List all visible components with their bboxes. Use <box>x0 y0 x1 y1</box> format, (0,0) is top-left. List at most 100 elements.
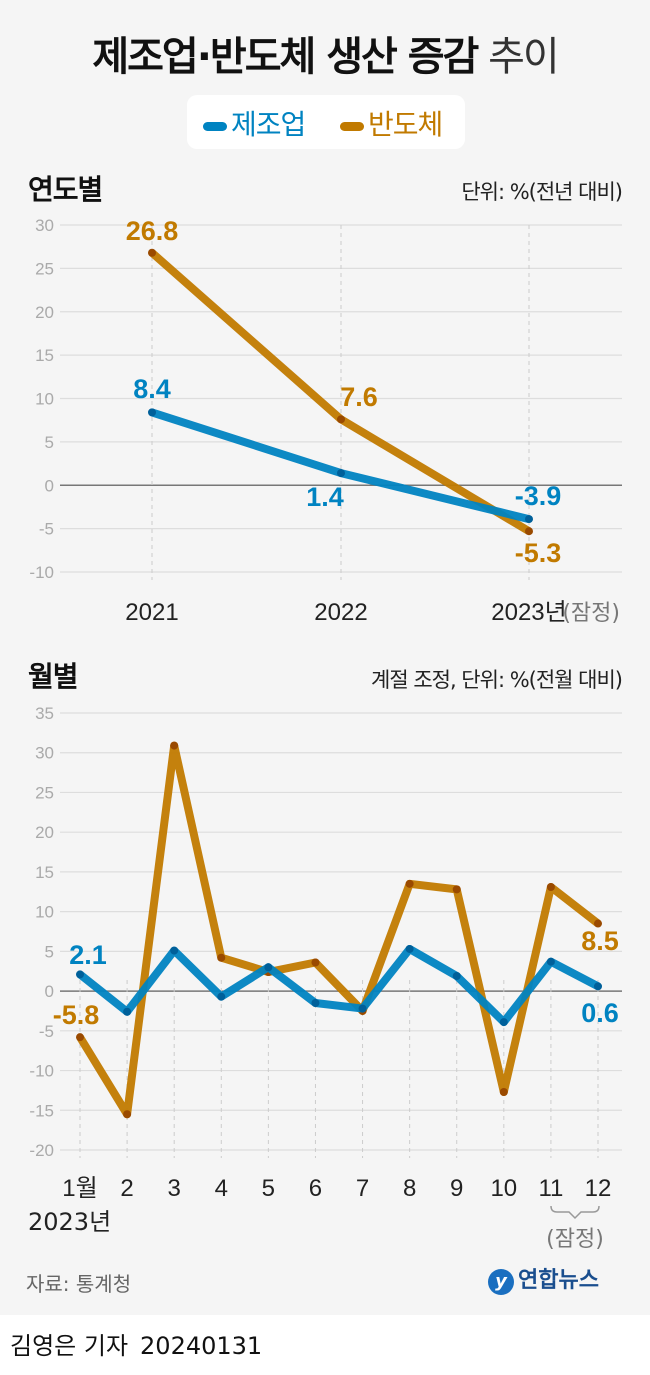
logo-icon: y <box>488 1269 514 1295</box>
x-tick-label: 2022 <box>314 599 367 626</box>
y-tick-label: -10 <box>29 563 54 582</box>
logo: y 연합뉴스 <box>488 1262 599 1295</box>
logo-text: 연합뉴스 <box>518 1268 599 1293</box>
x-tick-label: 2023년 <box>491 599 566 626</box>
y-tick-label: 30 <box>35 216 54 235</box>
data-point <box>499 1087 508 1096</box>
monthly-section-title: 월별 <box>28 660 79 693</box>
title-light: 추이 <box>488 34 560 80</box>
data-point <box>264 963 273 972</box>
x-tick-label: 2021 <box>125 599 178 626</box>
chart-panel <box>0 0 650 1315</box>
data-label: -3.9 <box>515 481 562 511</box>
data-label: 8.5 <box>581 926 619 956</box>
data-point <box>525 515 533 524</box>
data-point <box>170 741 179 750</box>
data-point <box>76 1033 84 1042</box>
y-tick-label: 15 <box>35 863 54 882</box>
y-tick-label: 35 <box>35 704 54 723</box>
data-label: 26.8 <box>126 216 179 246</box>
y-tick-label: 5 <box>45 942 54 961</box>
data-point <box>405 944 414 953</box>
yearly-unit: 단위: %(전년 대비) <box>461 180 623 204</box>
y-tick-label: 30 <box>35 744 54 763</box>
byline: 김영은 기자 20240131 <box>10 1326 262 1361</box>
data-point <box>217 953 226 962</box>
data-point <box>337 415 345 424</box>
data-label: 8.4 <box>133 374 171 404</box>
data-label: 0.6 <box>581 998 619 1028</box>
legend-label: 반도체 <box>368 108 443 141</box>
data-label: 1.4 <box>306 482 344 512</box>
legend-item-semiconductor: 반도체 <box>340 103 443 143</box>
data-point <box>76 970 84 979</box>
data-label: -5.8 <box>53 1000 100 1030</box>
legend: 제조업 반도체 <box>187 95 465 149</box>
x-note: (잠정) <box>562 601 620 626</box>
y-tick-label: -10 <box>29 1062 54 1081</box>
y-tick-label: -5 <box>39 520 54 539</box>
x-note: (잠정) <box>546 1227 604 1252</box>
data-point <box>499 1018 508 1027</box>
data-point <box>148 408 156 417</box>
legend-label: 제조업 <box>231 108 306 141</box>
x-tick-label: 2 <box>120 1175 133 1202</box>
x-tick-label: 3 <box>168 1175 181 1202</box>
x-tick-label: 12 <box>585 1175 612 1202</box>
data-point <box>311 999 320 1008</box>
legend-swatch <box>203 121 227 131</box>
data-label: 2.1 <box>69 940 107 970</box>
source: 자료: 통계청 <box>26 1272 132 1296</box>
y-tick-label: 0 <box>45 982 54 1001</box>
data-point <box>123 1110 132 1119</box>
x-tick-label: 7 <box>356 1175 369 1202</box>
legend-swatch <box>340 121 364 131</box>
y-tick-label: -20 <box>29 1141 54 1160</box>
data-point <box>311 958 320 967</box>
y-tick-label: 10 <box>35 903 54 922</box>
y-tick-label: -15 <box>29 1101 54 1120</box>
y-tick-label: 5 <box>45 433 54 452</box>
series-line-반도체 <box>76 741 601 1119</box>
x-tick-label: 1월 <box>62 1175 97 1202</box>
legend-item-manufacturing: 제조업 <box>203 103 306 143</box>
y-tick-label: 0 <box>45 476 54 495</box>
data-point <box>148 248 156 257</box>
data-point <box>170 946 179 955</box>
y-tick-label: 20 <box>35 823 54 842</box>
bracket <box>550 1205 600 1220</box>
y-tick-label: -5 <box>39 1022 54 1041</box>
data-point <box>337 469 345 478</box>
year-label: 2023년 <box>28 1208 111 1236</box>
y-tick-label: 10 <box>35 390 54 409</box>
data-point <box>452 971 461 980</box>
title-bold: 제조업·반도체 생산 증감 <box>92 34 479 80</box>
y-tick-label: 25 <box>35 259 54 278</box>
author: 김영은 기자 <box>10 1332 129 1360</box>
page-title: 제조업·반도체 생산 증감 추이 <box>0 24 650 82</box>
data-point <box>405 879 414 888</box>
x-tick-label: 6 <box>309 1175 322 1202</box>
series-line-제조업 <box>77 944 600 1027</box>
data-point <box>358 1004 367 1013</box>
data-point <box>546 957 555 966</box>
y-tick-label: 20 <box>35 303 54 322</box>
x-tick-label: 10 <box>490 1175 517 1202</box>
yearly-section-title: 연도별 <box>28 173 103 206</box>
date: 20240131 <box>140 1332 263 1360</box>
monthly-unit: 계절 조정, 단위: %(전월 대비) <box>371 668 623 692</box>
x-tick-label: 11 <box>538 1175 563 1202</box>
data-point <box>525 527 533 536</box>
data-point <box>452 885 461 894</box>
data-point <box>546 883 555 892</box>
data-point <box>594 919 602 928</box>
data-point <box>594 982 602 991</box>
data-point <box>217 992 226 1001</box>
data-label: -5.3 <box>515 538 562 568</box>
data-label: 7.6 <box>340 382 378 412</box>
x-tick-label: 8 <box>403 1175 416 1202</box>
y-tick-label: 25 <box>35 783 54 802</box>
data-point <box>123 1007 132 1016</box>
